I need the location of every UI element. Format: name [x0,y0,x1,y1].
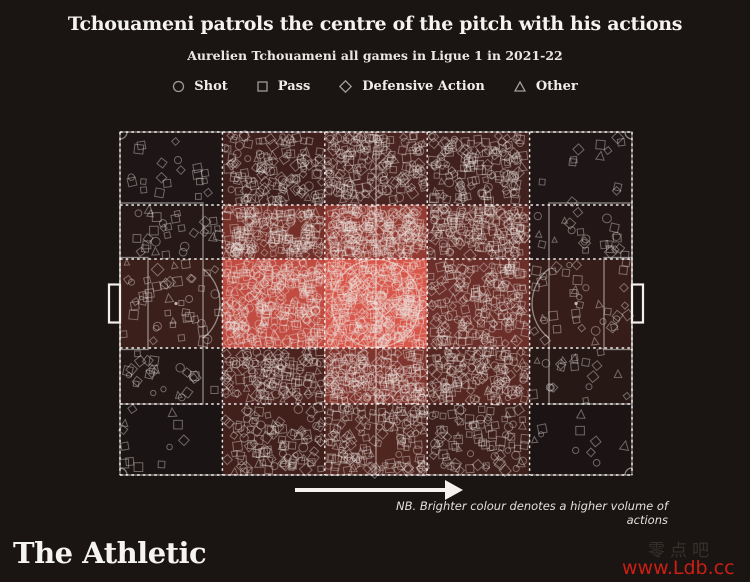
heat-zone [529,404,632,475]
heat-zone [427,348,530,404]
heat-zone [120,205,223,259]
direction-arrow [295,488,445,492]
legend-item-other: Other [513,79,578,94]
heat-zone [529,205,632,259]
heat-zone [120,259,223,348]
legend-label: Shot [194,79,228,94]
heat-zone [529,259,632,348]
heat-zone [222,132,325,205]
legend-label: Other [535,79,578,94]
watermark-url: www.Ldb.cc [622,557,735,579]
footnote: NB. Brighter colour denotes a higher vol… [396,499,668,527]
heat-zone [222,259,325,348]
heat-zone [222,404,325,475]
direction-arrow-head [445,480,463,500]
heat-zone [120,132,223,205]
square-icon [257,81,268,92]
page-title: Tchouameni patrols the centre of the pit… [67,13,683,35]
diamond-icon [339,79,353,94]
legend-label: Pass [277,79,311,94]
legend-label: Defensive Action [362,79,485,94]
the-athletic-logo: The Athletic [13,536,207,570]
legend-item-shot: Shot [172,79,228,94]
watermark-cn: 零点吧 [648,541,714,561]
heat-zone [427,132,530,205]
heat-zone [222,205,325,259]
heat-zone [529,348,632,404]
legend: Shot Pass Defensive Action Other [0,79,750,94]
heat-zone [427,205,530,259]
heat-zone [222,348,325,404]
legend-item-defensive-action: Defensive Action [338,79,485,94]
heat-zone [427,259,530,348]
heat-zone [120,404,223,475]
legend-item-pass: Pass [256,79,311,94]
heat-zone [529,132,632,205]
triangle-icon [513,80,526,92]
goal-right [630,283,645,324]
circle-icon [173,80,185,93]
page-subtitle: Aurelien Tchouameni all games in Ligue 1… [187,48,563,63]
goal-left [107,283,122,324]
heat-zone [427,404,530,475]
heat-zone [120,348,223,404]
